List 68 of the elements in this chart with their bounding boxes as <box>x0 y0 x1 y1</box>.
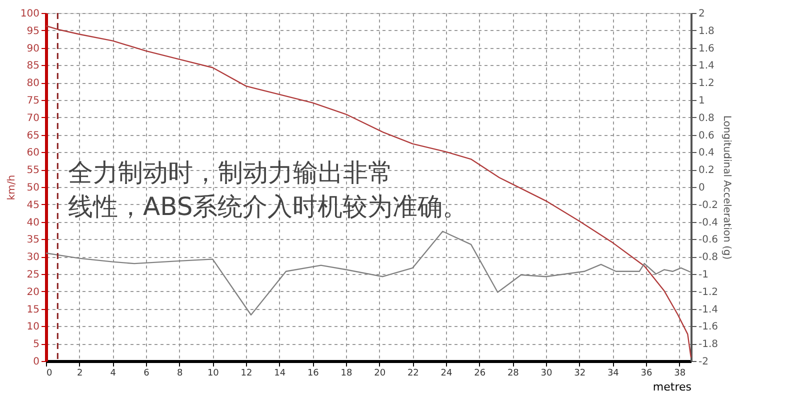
x-axis-title: metres <box>652 380 692 394</box>
y2-tick-label: -0.4 <box>698 217 718 228</box>
y-tick-label: 65 <box>26 130 40 142</box>
line-series <box>45 230 692 316</box>
y-tick-label: 40 <box>26 217 40 228</box>
y2-tick-label: -1.2 <box>698 286 718 298</box>
y2-tick-label: -0.2 <box>698 200 718 211</box>
x-tick-label: 22 <box>407 368 419 378</box>
y2-tick-label: 1.6 <box>698 43 714 54</box>
y-tick-label: 100 <box>20 8 40 20</box>
x-tick-label: 28 <box>507 368 520 378</box>
y2-tick-label: 0.6 <box>698 130 714 142</box>
y2-axis-title: Longitudinal Acceleration (g) <box>721 115 732 260</box>
y2-tick-label: 0.2 <box>698 165 714 176</box>
y-tick-label: 55 <box>26 165 40 176</box>
y2-tick-label: -1.8 <box>698 339 718 350</box>
y2-tick-label: 0.4 <box>698 148 714 159</box>
y-axis-title: km/h <box>6 174 18 200</box>
y-tick-label: 25 <box>26 270 40 280</box>
x-tick-label: 18 <box>340 368 352 378</box>
y-tick-label: 15 <box>26 304 40 316</box>
x-tick-label: 14 <box>274 368 286 378</box>
x-tick-label: 38 <box>674 368 686 378</box>
x-tick-label: 24 <box>440 368 452 378</box>
y2-tick-label: 1.2 <box>698 78 714 90</box>
y2-tick-label: -1 <box>698 270 708 280</box>
y2-tick-label: -1.4 <box>698 304 718 316</box>
y-tick-label: 95 <box>26 26 40 37</box>
y2-tick-label: 2 <box>698 8 705 20</box>
y-tick-label: 90 <box>26 43 40 54</box>
x-tick-label: 36 <box>640 368 652 378</box>
y2-tick-label: -2 <box>698 356 708 368</box>
y-tick-label: 80 <box>26 78 40 90</box>
x-tick-label: 0 <box>46 368 52 378</box>
x-tick-label: 6 <box>144 368 150 378</box>
y-tick-label: 30 <box>26 252 40 264</box>
y2-tick-label: 0 <box>698 182 705 194</box>
y-tick-label: 0 <box>33 356 40 368</box>
x-tick-label: 34 <box>607 368 620 378</box>
y-tick-label: 85 <box>26 60 40 72</box>
y-tick-label: 45 <box>26 200 40 211</box>
line-series <box>45 25 692 358</box>
annotation: 全力制动时，制动力输出非常线性，ABS系统介入时机较为准确。 <box>68 158 468 221</box>
x-tick-label: 16 <box>307 368 320 378</box>
x-tick-label: 10 <box>207 368 220 378</box>
y-tick-label: 50 <box>26 182 40 194</box>
y-tick-label: 10 <box>26 322 40 333</box>
y2-tick-label: 0.8 <box>698 112 714 124</box>
y-tick-label: 60 <box>26 148 40 159</box>
x-tick-label: 26 <box>474 368 486 378</box>
y-tick-label: 70 <box>26 112 40 124</box>
y2-tick-label: 1.8 <box>698 26 714 37</box>
y2-tick-label: -0.6 <box>698 234 718 246</box>
y-tick-label: 20 <box>26 286 40 298</box>
x-tick-label: 32 <box>574 368 586 378</box>
x-tick-label: 8 <box>176 368 183 378</box>
y2-tick-label: 1.4 <box>698 60 714 72</box>
x-tick-label: 12 <box>240 368 252 378</box>
x-tick-label: 4 <box>110 368 116 378</box>
y-tick-label: 35 <box>26 234 40 246</box>
y2-tick-label: 1 <box>698 96 705 106</box>
y2-tick-label: -0.8 <box>698 252 718 264</box>
y-tick-label: 75 <box>26 96 40 106</box>
x-tick-label: 2 <box>76 368 83 378</box>
y-tick-label: 5 <box>33 339 40 350</box>
y2-tick-label: -1.6 <box>698 322 718 333</box>
x-tick-label: 20 <box>374 368 386 378</box>
x-tick-label: 30 <box>540 368 552 378</box>
